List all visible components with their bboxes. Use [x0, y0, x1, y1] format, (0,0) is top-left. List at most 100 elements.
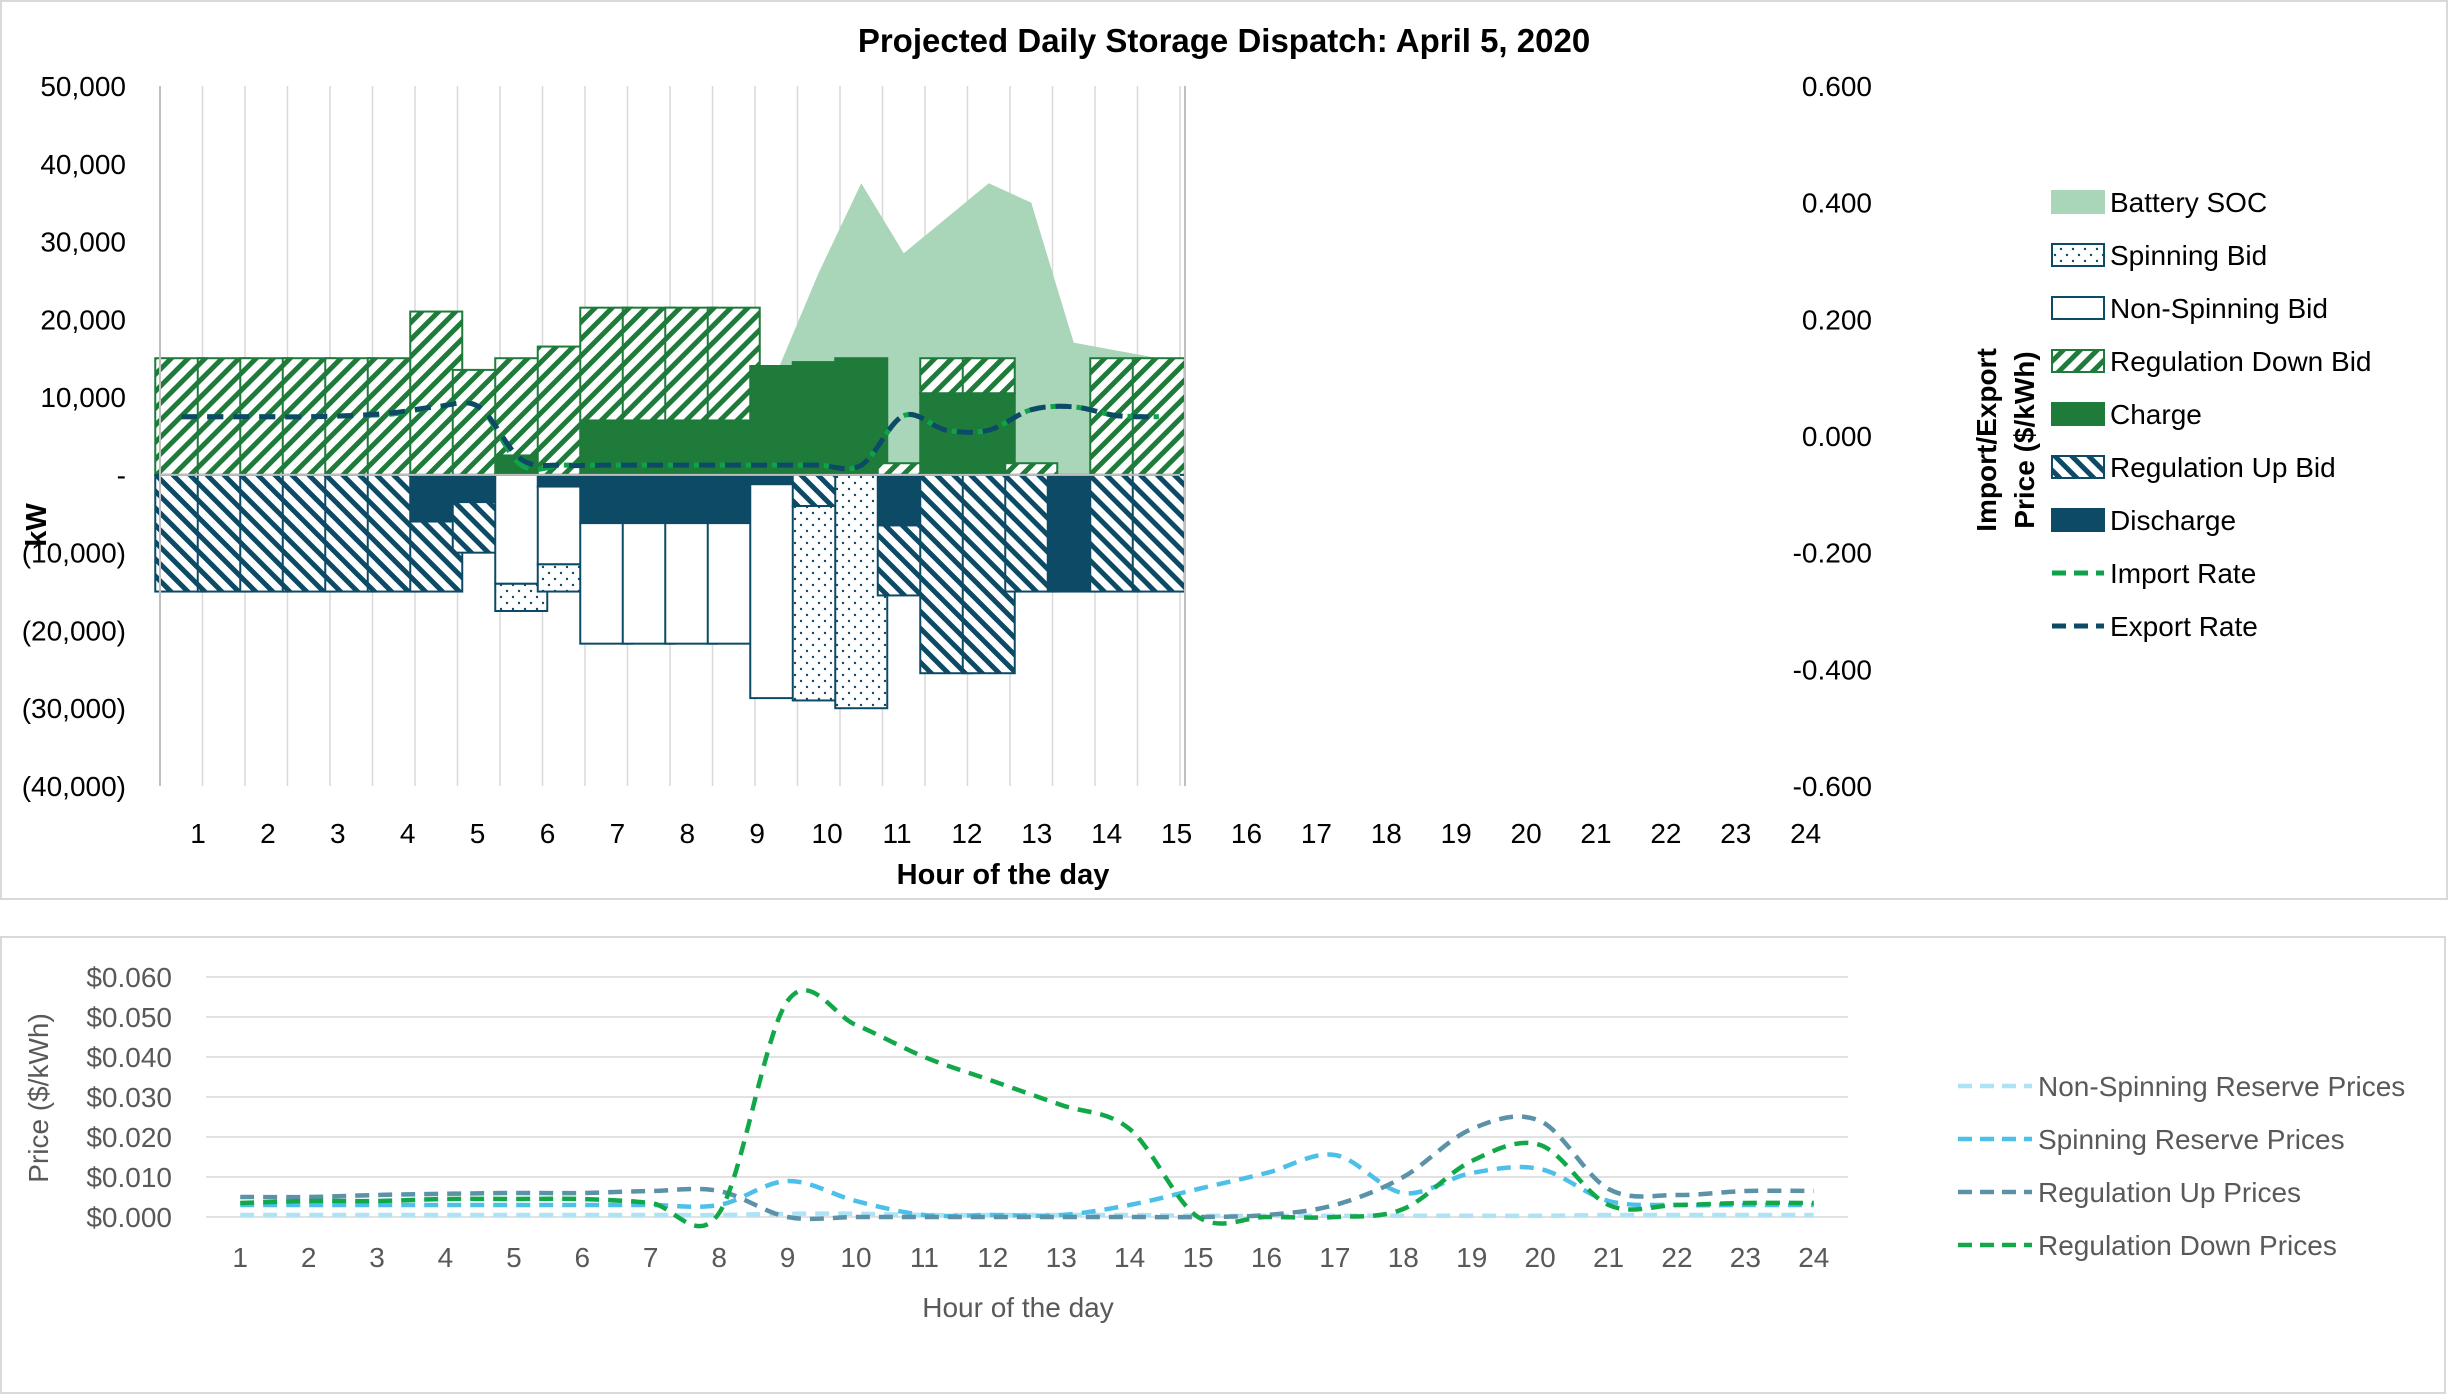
regulation-down-bid-bar — [1004, 462, 1059, 476]
x-axis-title: Hour of the day — [897, 859, 1110, 891]
y2-tick-labels: 0.600 0.400 0.200 0.000 -0.200 -0.400 -0.600 — [1793, 71, 1872, 802]
x-tick-label: 19 — [1441, 818, 1472, 849]
x-tick-label: 4 — [400, 818, 416, 849]
price-lines — [240, 988, 1814, 1229]
x-tick-label: 8 — [680, 818, 696, 849]
x-tick-label: 12 — [951, 818, 982, 849]
price-y-tick-label: $0.040 — [86, 1042, 172, 1073]
price-x-tick-label: 16 — [1251, 1242, 1282, 1273]
dispatch-chart: Projected Daily Storage Dispatch: April … — [0, 0, 2448, 900]
x-tick-label: 22 — [1650, 818, 1681, 849]
y2-tick-label: 0.000 — [1802, 421, 1872, 452]
y-tick-label: 10,000 — [40, 382, 126, 413]
x-tick-labels: 1 2 3 4 5 6 7 8 9 10 11 12 13 14 15 16 17 18 19 20 21 22 23 24 — [190, 818, 1821, 849]
y-axis-title: kW — [21, 503, 53, 547]
regulation-up-prices-line — [240, 1114, 1814, 1222]
x-tick-label: 9 — [749, 818, 765, 849]
x-tick-label: 13 — [1021, 818, 1052, 849]
regulation-down-prices-line — [240, 988, 1814, 1229]
price-y-tick-label: $0.050 — [86, 1002, 172, 1033]
x-tick-label: 24 — [1790, 818, 1821, 849]
regulation-up-bid-bar — [1131, 473, 1186, 593]
spinning-bid-legend-swatch — [2051, 243, 2105, 267]
price-x-tick-labels: 1 2 3 4 5 6 7 8 9 10 11 12 13 14 15 16 17 18 19 20 21 22 23 24 — [232, 1242, 1829, 1273]
dispatch-legend: Battery SOC Spinning Bid Non-Spinning Bid R… — [2051, 187, 2372, 642]
price-x-tick-label: 22 — [1661, 1242, 1692, 1273]
spinning-reserve-prices-line — [240, 1152, 1814, 1219]
regulation-down-bid-legend-label: Regulation Down Bid — [2110, 346, 2372, 377]
non-spinning-reserve-prices-legend-label: Non-Spinning Reserve Prices — [2038, 1071, 2405, 1102]
price-x-tick-label: 12 — [977, 1242, 1008, 1273]
price-x-tick-label: 6 — [575, 1242, 591, 1273]
regulation-up-prices-legend-label: Regulation Up Prices — [2038, 1177, 2301, 1208]
y-tick-label: (30,000) — [22, 693, 126, 724]
x-tick-label: 15 — [1161, 818, 1192, 849]
battery-soc-area-shape — [181, 183, 1159, 475]
price-y-tick-label: $0.030 — [86, 1082, 172, 1113]
y-tick-label: 30,000 — [40, 227, 126, 258]
x-tick-label: 23 — [1720, 818, 1751, 849]
axes — [159, 86, 1186, 786]
rate-lines — [181, 399, 1159, 472]
price-x-tick-label: 4 — [438, 1242, 454, 1273]
x-tick-label: 7 — [610, 818, 626, 849]
export-rate-legend-label: Export Rate — [2110, 611, 2258, 642]
regulation-down-bid-bar — [706, 306, 761, 422]
price-x-tick-label: 15 — [1182, 1242, 1213, 1273]
y2-tick-label: 0.400 — [1802, 188, 1872, 219]
non-spinning-bid-legend-label: Non-Spinning Bid — [2110, 293, 2328, 324]
spinning-reserve-prices-legend-label: Spinning Reserve Prices — [2038, 1124, 2345, 1155]
price-x-tick-label: 10 — [840, 1242, 871, 1273]
y2-tick-label: -0.400 — [1793, 654, 1872, 685]
y2-tick-label: -0.600 — [1793, 771, 1872, 802]
price-y-tick-labels: $0.060 $0.050 $0.040 $0.030 $0.020 $0.010 $0.0… — [86, 962, 172, 1233]
price-y-tick-label: $0.020 — [86, 1122, 172, 1153]
price-y-tick-label: $0.060 — [86, 962, 172, 993]
y2-axis-title-line2: Price ($/kWh) — [2009, 351, 2040, 528]
spinning-bid-legend-label: Spinning Bid — [2110, 240, 2267, 271]
x-tick-label: 18 — [1371, 818, 1402, 849]
price-x-tick-label: 5 — [506, 1242, 522, 1273]
export-rate-line — [181, 400, 1159, 472]
bar-layer — [154, 306, 1186, 710]
price-x-tick-label: 7 — [643, 1242, 659, 1273]
price-x-tick-label: 13 — [1046, 1242, 1077, 1273]
y-tick-labels: 50,000 40,000 30,000 20,000 10,000 - (10,000) (… — [22, 71, 126, 802]
price-x-tick-label: 20 — [1525, 1242, 1556, 1273]
regulation-down-bid-legend-swatch — [2051, 349, 2105, 373]
x-tick-label: 1 — [190, 818, 206, 849]
price-x-tick-label: 17 — [1319, 1242, 1350, 1273]
price-x-tick-label: 19 — [1456, 1242, 1487, 1273]
regulation-up-bid-legend-label: Regulation Up Bid — [2110, 452, 2336, 483]
chart-title: Projected Daily Storage Dispatch: April … — [858, 22, 1590, 59]
x-tick-label: 5 — [470, 818, 486, 849]
discharge-legend-label: Discharge — [2110, 505, 2236, 536]
x-tick-label: 17 — [1301, 818, 1332, 849]
x-tick-label: 3 — [330, 818, 346, 849]
prices-chart: $0.060 $0.050 $0.040 $0.030 $0.020 $0.010 $0.0… — [0, 936, 2446, 1394]
price-x-tick-label: 18 — [1388, 1242, 1419, 1273]
y2-tick-label: 0.200 — [1802, 304, 1872, 335]
x-tick-label: 2 — [260, 818, 276, 849]
bottom-chart-border — [0, 936, 2446, 1394]
price-x-tick-label: 3 — [369, 1242, 385, 1273]
price-x-tick-label: 1 — [232, 1242, 248, 1273]
price-x-tick-label: 23 — [1730, 1242, 1761, 1273]
price-y-axis-title: Price ($/kWh) — [23, 1013, 54, 1183]
y-tick-label: - — [117, 460, 126, 491]
price-x-tick-label: 9 — [780, 1242, 796, 1273]
y2-tick-label: 0.600 — [1802, 71, 1872, 102]
x-tick-label: 11 — [882, 818, 911, 849]
x-tick-label: 20 — [1511, 818, 1542, 849]
y-tick-label: 50,000 — [40, 71, 126, 102]
battery-soc-legend-label: Battery SOC — [2110, 187, 2267, 218]
price-x-tick-label: 24 — [1798, 1242, 1829, 1273]
y2-tick-label: -0.200 — [1793, 538, 1872, 569]
battery-soc-legend-swatch — [2051, 190, 2105, 214]
y-tick-label: (40,000) — [22, 771, 126, 802]
price-x-tick-label: 21 — [1593, 1242, 1624, 1273]
price-legend: Non-Spinning Reserve Prices Spinning Rese… — [1958, 1071, 2405, 1261]
price-x-axis-title: Hour of the day — [922, 1292, 1113, 1323]
price-y-tick-label: $0.000 — [86, 1202, 172, 1233]
